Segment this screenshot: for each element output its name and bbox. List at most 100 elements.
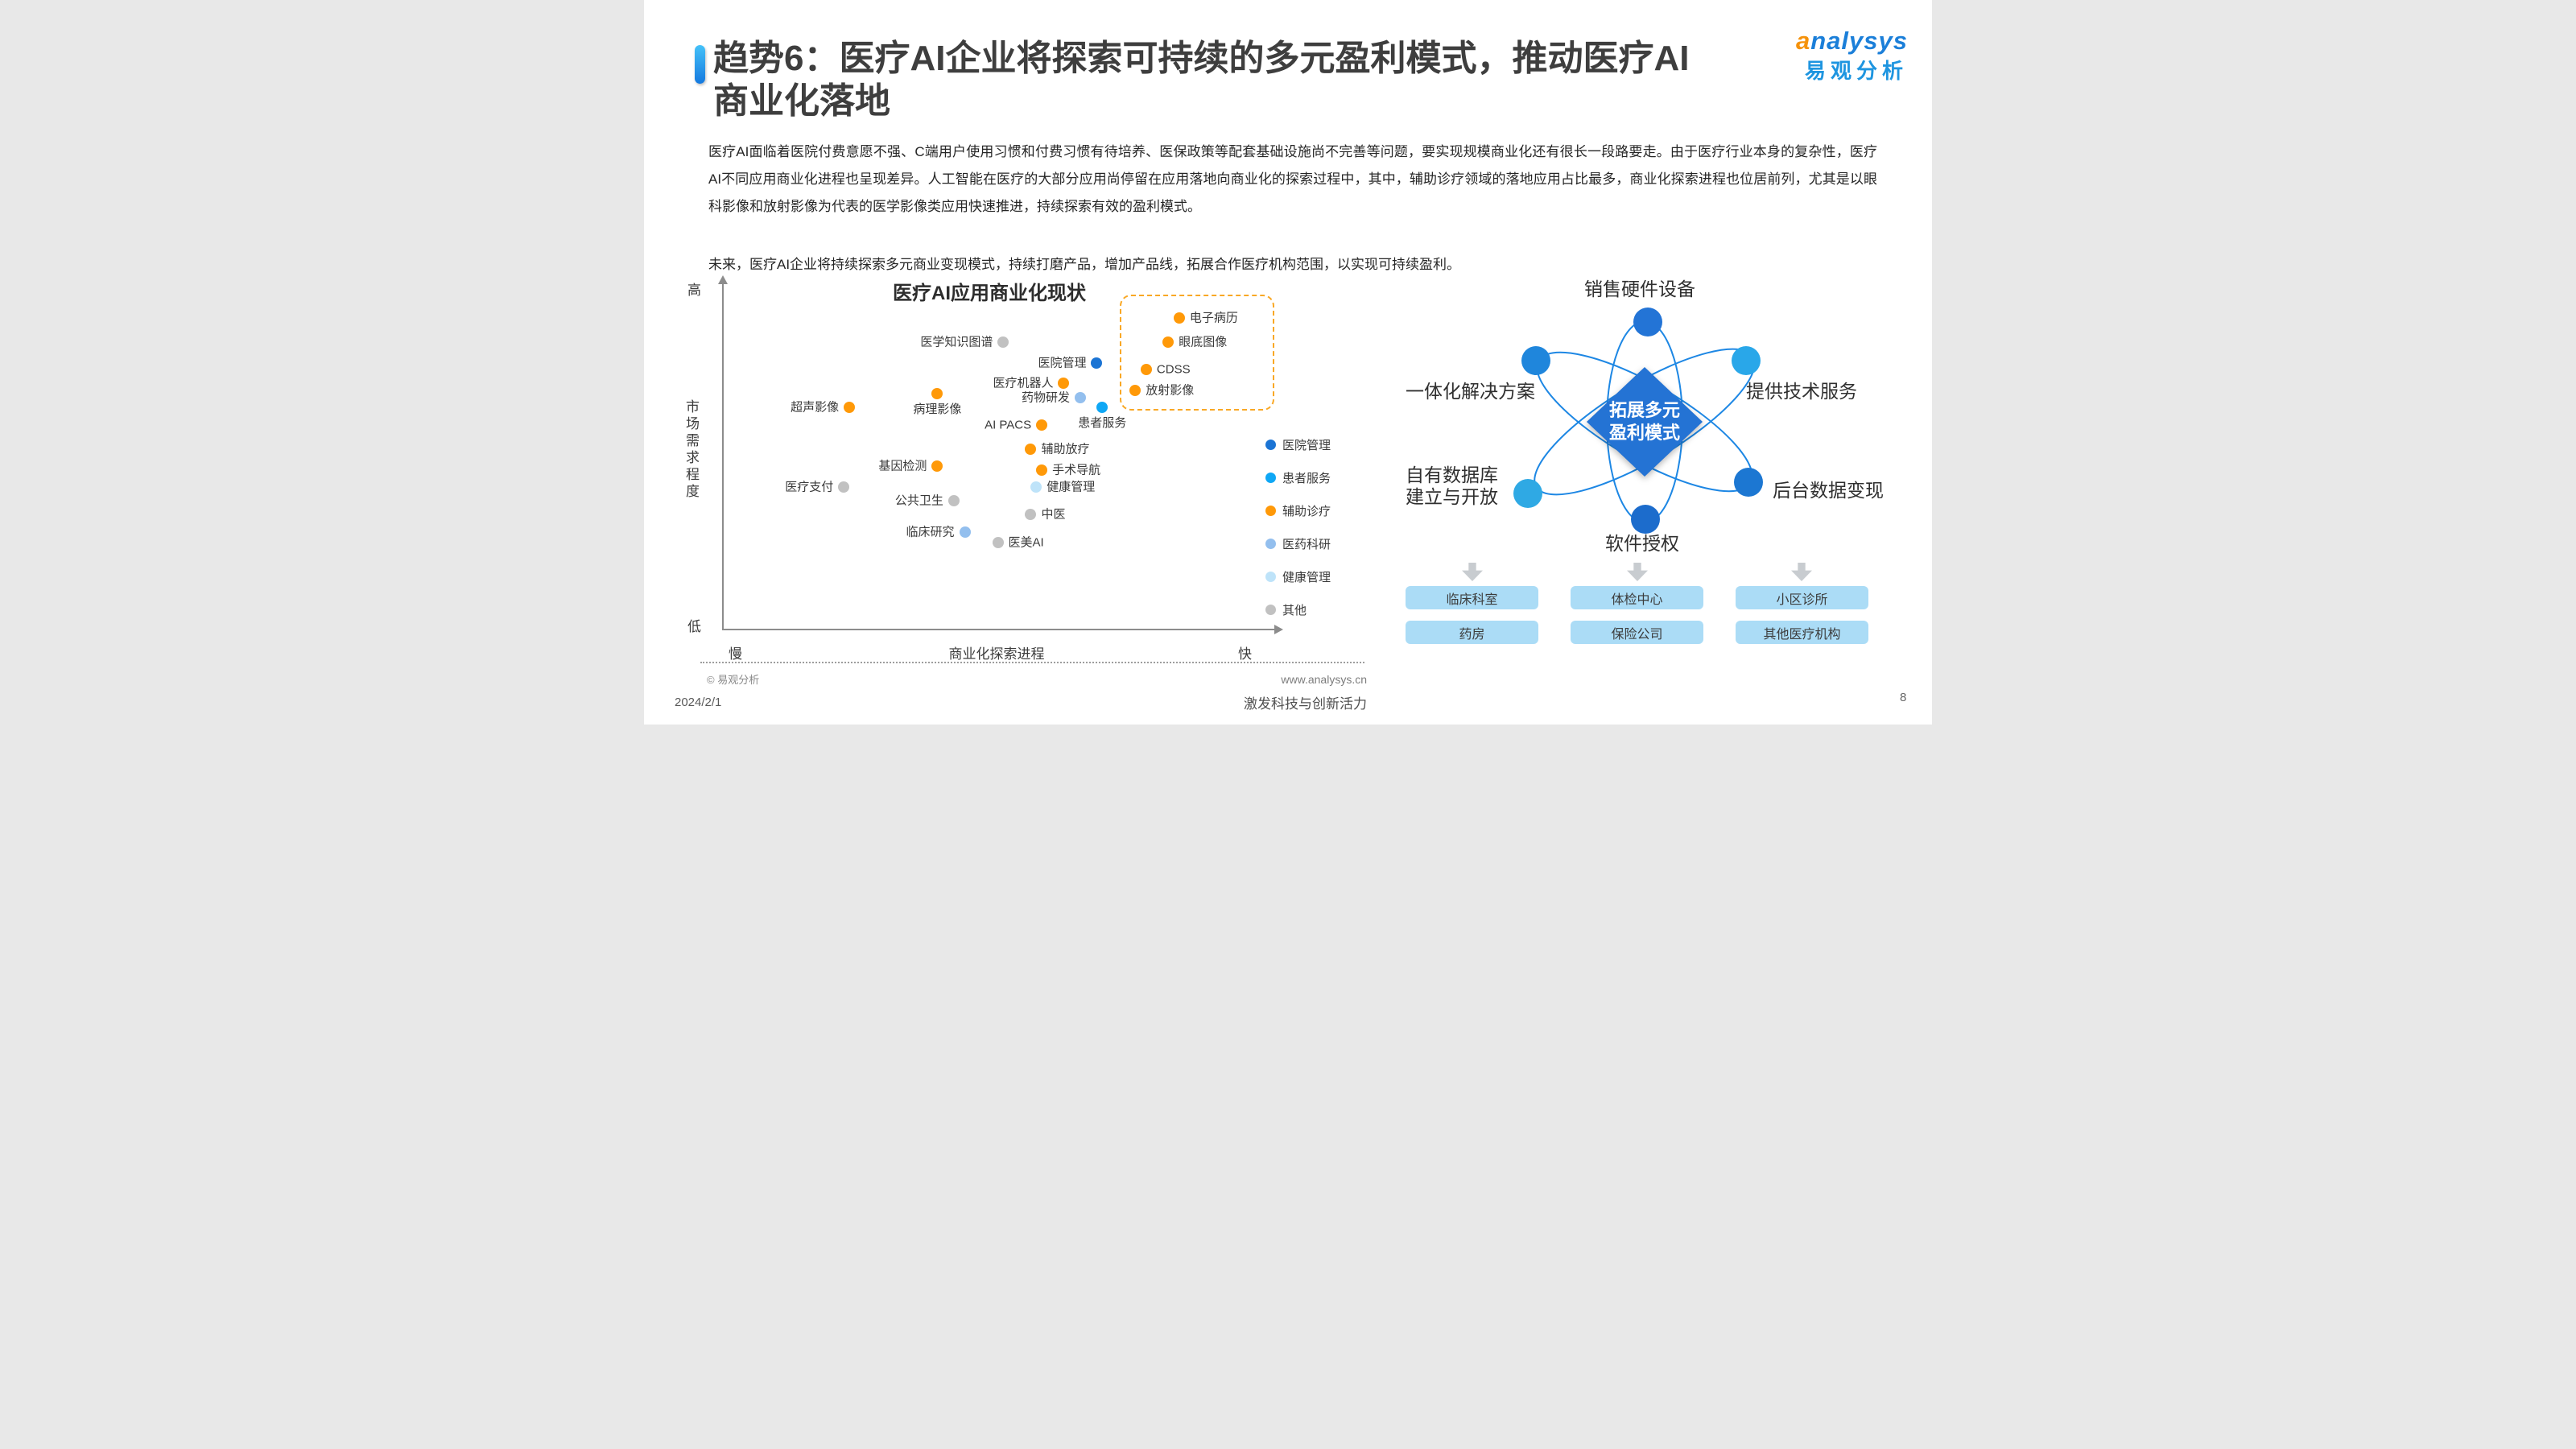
channel-box-checkup-center: 体检中心 (1571, 586, 1703, 609)
node-label-sell-hardware: 销售硬件设备 (1584, 279, 1695, 299)
scatter-point-label: 医美AI (1008, 535, 1044, 550)
legend-item: 其他 (1265, 593, 1331, 626)
legend-item: 患者服务 (1265, 461, 1331, 494)
scatter-point (1058, 378, 1070, 390)
logo-brand-latin: analysys (1795, 27, 1908, 55)
channel-box-other-medical: 其他医疗机构 (1736, 621, 1868, 644)
scatter-point-label: 手术导航 (1052, 463, 1101, 477)
scatter-point-label: 辅助放疗 (1041, 442, 1090, 456)
scatter-point (1096, 402, 1108, 414)
node-label-tech-service: 提供技术服务 (1746, 381, 1857, 402)
legend-item: 医院管理 (1265, 428, 1331, 461)
x-axis-arrow-icon (1274, 625, 1283, 634)
scatter-point-label: 临床研究 (906, 525, 955, 539)
node-circle-integrated-solution (1521, 346, 1550, 375)
legend-label: 医院管理 (1282, 439, 1331, 452)
scatter-point-label: 医学知识图谱 (920, 335, 993, 349)
channel-box-insurance: 保险公司 (1571, 621, 1703, 644)
legend-dot (1265, 473, 1276, 483)
footer-date: 2024/2/1 (675, 696, 722, 709)
center-diamond (1587, 367, 1703, 477)
chart-legend: 医院管理患者服务辅助诊疗医药科研健康管理其他 (1265, 428, 1331, 626)
y-axis-min-label: 低 (687, 619, 701, 634)
footer-slogan: 激发科技与创新活力 (1244, 696, 1367, 712)
node-label-data-monetize: 后台数据变现 (1773, 480, 1884, 501)
profit-diagram (1513, 308, 1763, 534)
scatter-point (844, 402, 856, 414)
node-label-integrated-solution: 一体化解决方案 (1406, 381, 1535, 402)
scatter-point (992, 536, 1004, 548)
legend-dot (1265, 539, 1276, 549)
x-axis-title: 商业化探索进程 (948, 646, 1045, 662)
highlight-box (1120, 295, 1274, 411)
scatter-point (959, 526, 971, 538)
node-circle-data-monetize (1734, 468, 1763, 497)
scatter-point (997, 336, 1009, 348)
node-label-software-license: 软件授权 (1605, 533, 1679, 554)
scatter-point-label: 中医 (1041, 507, 1066, 522)
footer-website: www.analysys.cn (1281, 673, 1367, 686)
intro-paragraph-2: 未来，医疗AI企业将持续探索多元商业变现模式，持续打磨产品，增加产品线，拓展合作… (708, 257, 1461, 272)
legend-label: 辅助诊疗 (1282, 505, 1331, 518)
legend-item: 辅助诊疗 (1265, 494, 1331, 527)
scatter-point (931, 460, 943, 473)
x-axis (722, 629, 1276, 630)
scatter-point (1025, 509, 1037, 521)
footer-copyright: © 易观分析 (707, 674, 760, 686)
scatter-point-label: 医院管理 (1038, 356, 1087, 370)
scatter-point (931, 388, 943, 400)
y-axis-title: 市场需求程度 (683, 399, 699, 501)
page-number: 8 (1900, 691, 1907, 704)
report-slide: 趋势6：医疗AI企业将探索可持续的多元盈利模式，推动医疗AI 商业化落地 ana… (644, 0, 1932, 724)
channel-box-pharmacy: 药房 (1406, 621, 1538, 644)
page-title-line-2: 商业化落地 (713, 81, 890, 121)
scatter-point (1030, 481, 1042, 493)
scatter-point-label: 病理影像 (913, 402, 962, 417)
scatter-point-label: AI PACS (985, 418, 1032, 432)
node-circle-tech-service (1732, 346, 1761, 375)
legend-dot (1265, 605, 1276, 615)
scatter-point-label: 医疗机器人 (993, 376, 1054, 390)
legend-item: 医药科研 (1265, 527, 1331, 560)
page-title: 趋势6：医疗AI企业将探索可持续的多元盈利模式，推动医疗AI 商业化落地 (713, 37, 1784, 122)
scatter-point-label: 超声影像 (791, 400, 840, 415)
y-axis-arrow-icon (718, 275, 728, 284)
legend-label: 患者服务 (1282, 472, 1331, 485)
intro-paragraph-1: 医疗AI面临着医院付费意愿不强、C端用户使用习惯和付费习惯有待培养、医保政策等配… (708, 144, 1877, 214)
scatter-point (1091, 357, 1103, 369)
scatter-point (1025, 443, 1037, 455)
channel-box-clinical-dept: 临床科室 (1406, 586, 1538, 609)
node-circle-sell-hardware (1633, 308, 1662, 336)
legend-label: 医药科研 (1282, 538, 1331, 551)
y-axis (722, 283, 724, 629)
scatter-point-label: 医疗支付 (785, 480, 834, 494)
legend-item: 健康管理 (1265, 560, 1331, 593)
channel-box-community-clinic: 小区诊所 (1736, 586, 1868, 609)
legend-dot (1265, 572, 1276, 582)
legend-dot (1265, 440, 1276, 450)
diamond-label: 拓展多元 盈利模式 (1608, 400, 1680, 443)
legend-label: 其他 (1282, 604, 1307, 617)
title-accent-bar (695, 45, 705, 84)
x-axis-min-label: 慢 (729, 646, 742, 662)
scatter-point-label: 药物研发 (1021, 390, 1070, 405)
chart-title: 医疗AI应用商业化现状 (893, 283, 1086, 304)
scatter-point (1036, 419, 1048, 431)
page-title-line-1: 趋势6：医疗AI企业将探索可持续的多元盈利模式，推动医疗AI (713, 39, 1690, 78)
analysys-logo: analysys 易观分析 (1796, 27, 1908, 85)
node-circle-database (1513, 479, 1542, 508)
y-axis-max-label: 高 (687, 283, 701, 298)
logo-brand-cn: 易观分析 (1804, 59, 1908, 83)
legend-label: 健康管理 (1282, 571, 1331, 584)
footer-divider (700, 662, 1364, 663)
node-circle-software-license (1631, 505, 1660, 534)
legend-dot (1265, 506, 1276, 516)
scatter-point (838, 481, 850, 493)
scatter-point (1074, 391, 1086, 403)
scatter-point-label: 公共卫生 (894, 493, 943, 508)
scatter-point (947, 495, 960, 507)
scatter-point-label: 患者服务 (1078, 416, 1127, 431)
x-axis-max-label: 快 (1238, 646, 1252, 662)
node-label-database: 自有数据库 建立与开放 (1406, 464, 1498, 507)
scatter-point (1036, 464, 1048, 476)
